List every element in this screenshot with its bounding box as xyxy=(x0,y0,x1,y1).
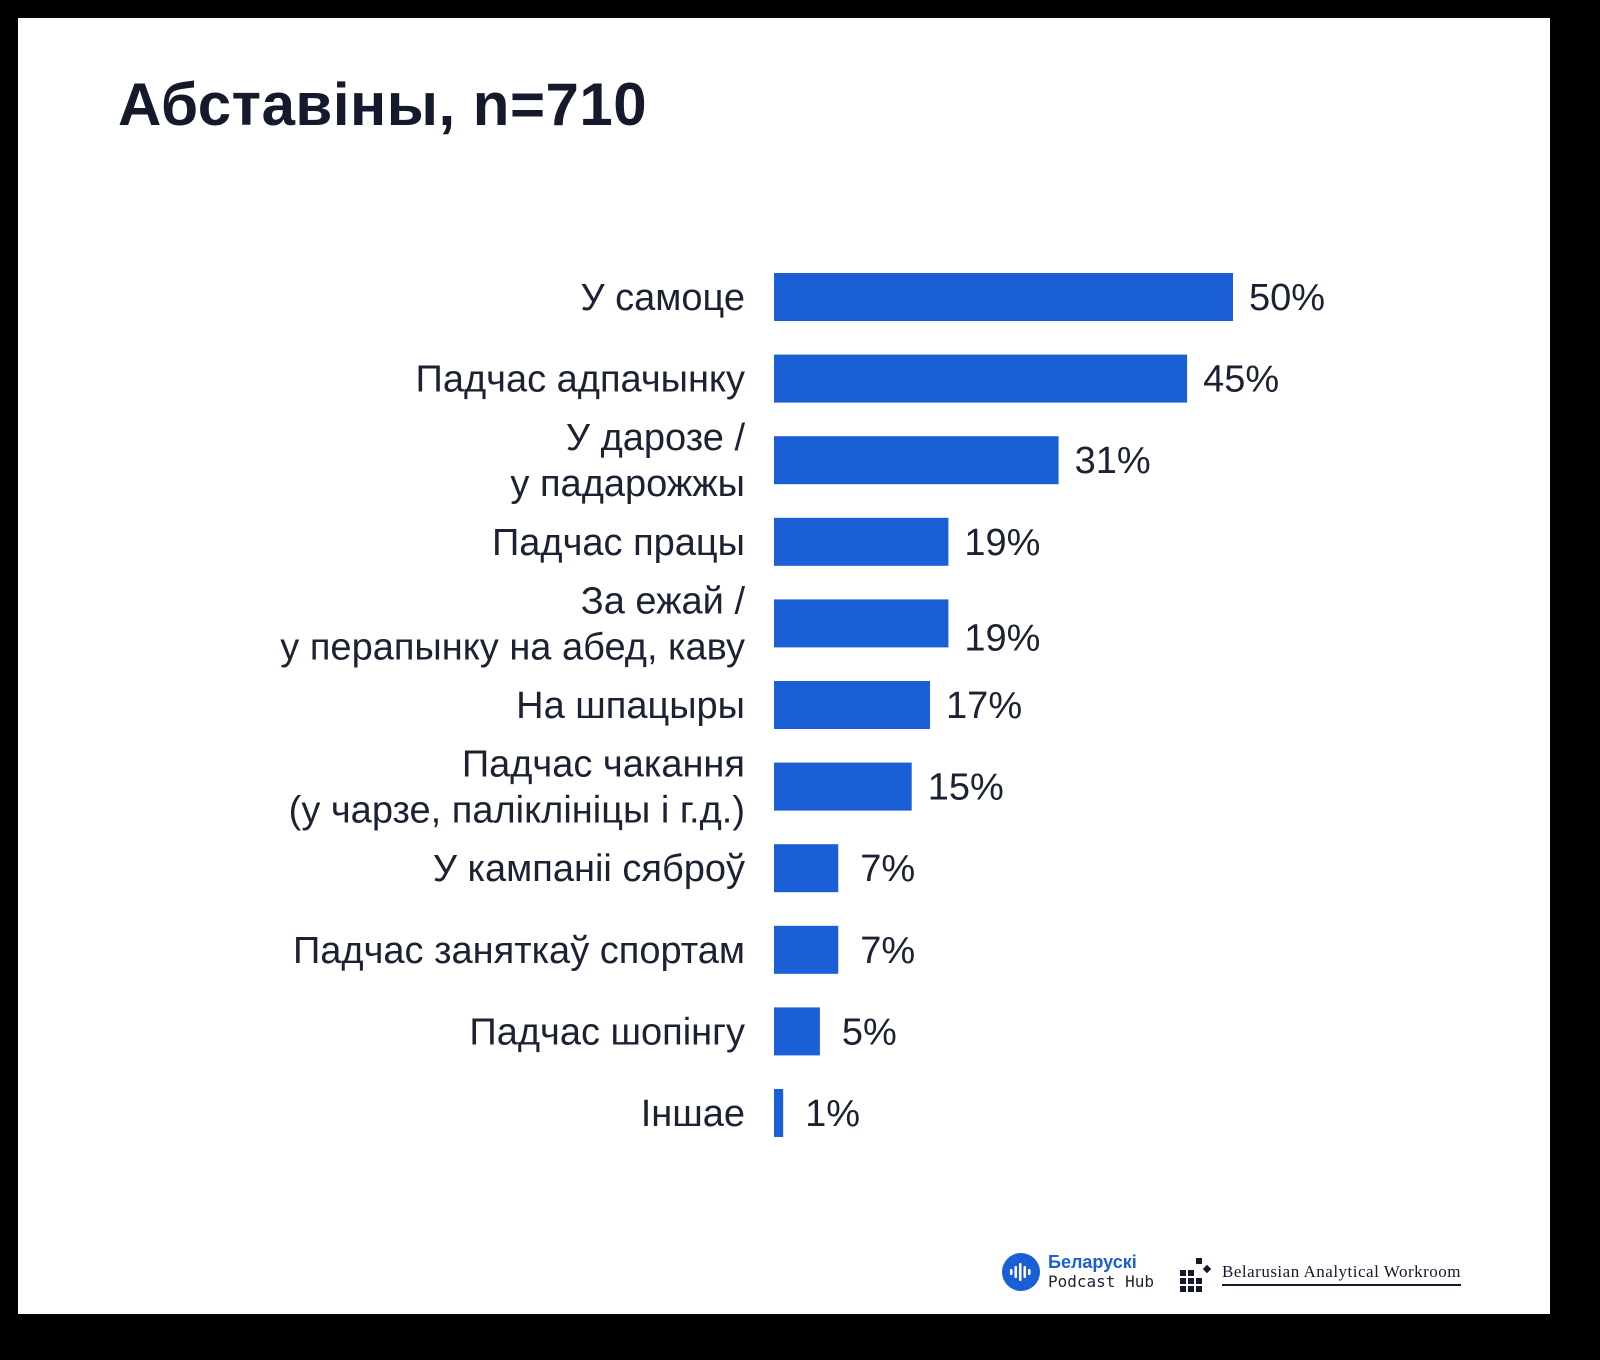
value-label: 45% xyxy=(1203,359,1279,401)
bar xyxy=(774,599,949,648)
bar xyxy=(774,354,1188,403)
value-label: 17% xyxy=(946,685,1022,727)
bar xyxy=(774,1007,820,1056)
category-label: Падчас працы xyxy=(492,522,745,564)
category-label: У кампаніі сяброў xyxy=(433,848,745,890)
value-label: 5% xyxy=(842,1011,897,1053)
bar xyxy=(774,1089,784,1137)
bar xyxy=(774,844,839,893)
bar xyxy=(774,273,1233,321)
category-label: Іншае xyxy=(641,1093,745,1135)
bar xyxy=(774,762,912,811)
value-label: 1% xyxy=(805,1093,860,1135)
category-label: Падчас заняткаў спортам xyxy=(293,930,745,972)
chart-card: Абставіны, n=710 У самоце 50% Падчас адпач… xyxy=(18,18,1550,1314)
bar xyxy=(774,925,839,974)
category-label: У самоце xyxy=(580,277,745,319)
value-label: 7% xyxy=(860,930,915,972)
value-label: 31% xyxy=(1075,440,1151,482)
value-label: 50% xyxy=(1249,277,1325,319)
category-label: У дарозе / у падарожжы xyxy=(510,417,745,505)
category-label: За ежай / у перапынку на абед, каву xyxy=(280,580,745,668)
value-label: 19% xyxy=(964,617,1040,659)
bar xyxy=(774,681,931,729)
bar xyxy=(774,517,949,566)
category-label: Падчас чакання (у чарзе, паліклініцы і г.… xyxy=(289,744,745,832)
category-label: Падчас шопінгу xyxy=(469,1011,745,1053)
category-label: На шпацыры xyxy=(516,685,745,727)
bar-chart: У самоце 50% Падчас адпачынку 45% У дарозе /… xyxy=(280,273,1325,1137)
value-label: 7% xyxy=(860,848,915,890)
chart-title: Абставіны, n=710 xyxy=(118,71,648,138)
value-label: 19% xyxy=(964,522,1040,564)
value-label: 15% xyxy=(928,767,1004,809)
category-label: Падчас адпачынку xyxy=(416,359,745,401)
bar xyxy=(774,436,1059,485)
